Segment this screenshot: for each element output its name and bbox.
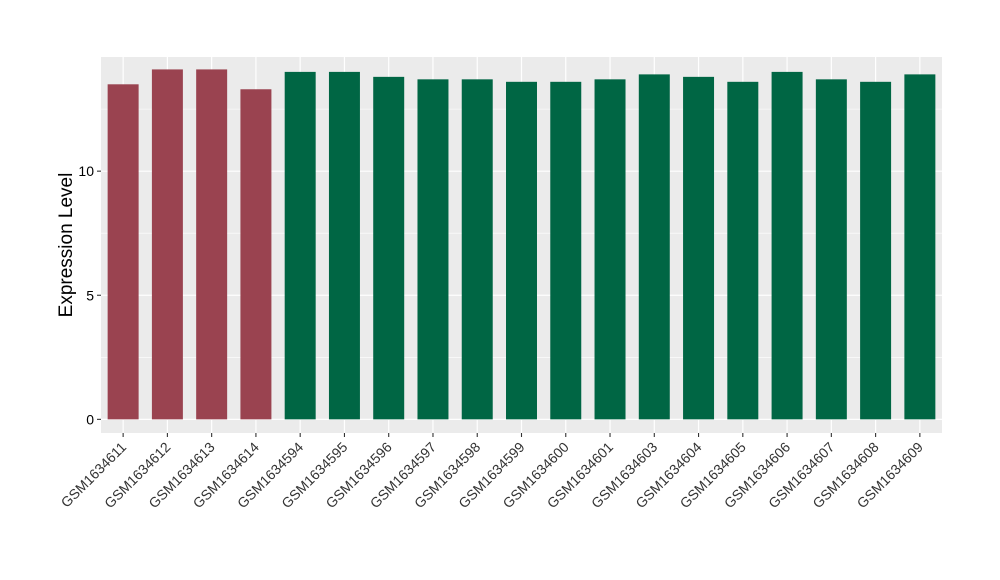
bar-GSM1634614 — [240, 89, 272, 420]
bar-GSM1634606 — [771, 71, 803, 420]
bar-GSM1634594 — [284, 71, 316, 420]
bar-GSM1634607 — [815, 79, 847, 420]
y-tick-label: 0 — [86, 411, 94, 427]
bar-GSM1634600 — [550, 81, 582, 420]
bar-GSM1634605 — [727, 81, 759, 420]
y-axis-title: Expression Level — [56, 173, 77, 318]
bar-GSM1634598 — [461, 79, 493, 420]
bar-GSM1634597 — [417, 79, 449, 420]
bar-GSM1634604 — [683, 76, 715, 420]
x-axis: GSM1634611GSM1634612GSM1634613GSM1634614… — [58, 433, 926, 511]
bar-GSM1634596 — [373, 76, 405, 420]
bar-GSM1634611 — [107, 84, 139, 420]
bar-GSM1634595 — [328, 71, 360, 420]
bar-GSM1634599 — [506, 81, 537, 420]
y-axis: 0 5 10 — [78, 163, 101, 427]
bar-GSM1634603 — [638, 74, 670, 420]
bar-GSM1634608 — [860, 81, 892, 420]
y-tick-label: 5 — [86, 287, 94, 303]
bar-GSM1634609 — [904, 74, 936, 420]
bar-GSM1634601 — [594, 79, 626, 420]
bar-GSM1634612 — [151, 69, 183, 420]
bar-GSM1634613 — [196, 69, 228, 420]
y-tick-label: 10 — [78, 163, 94, 179]
bars — [107, 69, 936, 420]
